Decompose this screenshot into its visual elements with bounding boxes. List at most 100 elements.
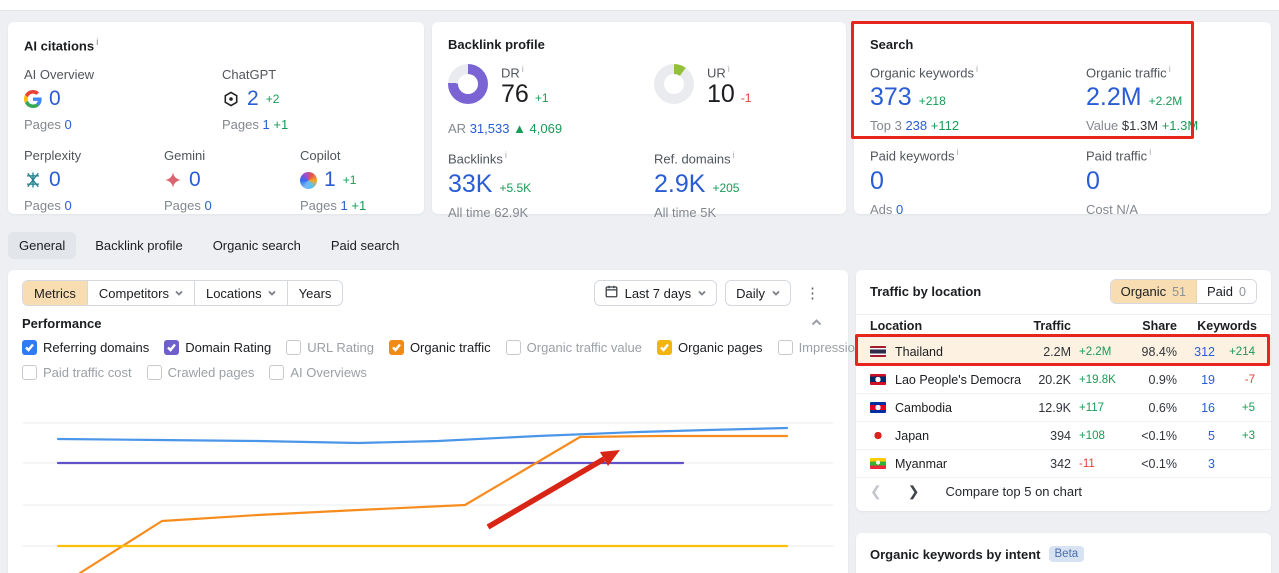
ai-citation-count[interactable]: 1 xyxy=(324,168,336,192)
ref-domains-block: Ref. domains i 2.9K +205 All time 5K xyxy=(654,150,830,219)
ahrefs-rank-value[interactable]: 31,533 xyxy=(469,121,510,137)
compare-top5-link[interactable]: Compare top 5 on chart xyxy=(945,484,1083,499)
metric-checkbox[interactable]: Organic traffic xyxy=(388,340,491,355)
metric-checkbox[interactable]: Paid traffic cost xyxy=(22,365,132,380)
performance-chart[interactable] xyxy=(8,395,848,573)
location-table-body: Thailand 2.2M +2.2M 98.4% 312 +214 Lao P… xyxy=(856,338,1271,478)
ai-citation-count[interactable]: 0 xyxy=(49,87,61,111)
paid-keywords-value[interactable]: 0 xyxy=(870,166,884,195)
collapse-section-button[interactable] xyxy=(811,316,822,331)
ref-domains-value[interactable]: 2.9K +205 xyxy=(654,169,740,198)
intent-card: Organic keywords by intent Beta xyxy=(856,533,1271,573)
ai-citation-item: Gemini 0 Pages 0 xyxy=(164,148,212,214)
backlinks-label: Backlinks i xyxy=(448,150,507,167)
ref-domains-label: Ref. domains i xyxy=(654,150,735,167)
paid-traffic-cost: Cost N/A xyxy=(1086,201,1139,217)
keywords-link[interactable]: 19 xyxy=(1201,372,1215,387)
tab-paid-search[interactable]: Paid search xyxy=(330,238,400,253)
checkbox-icon xyxy=(286,340,302,355)
keywords-link[interactable]: 5 xyxy=(1208,428,1215,443)
metric-checkbox[interactable]: Organic pages xyxy=(657,340,763,355)
keywords-link[interactable]: 312 xyxy=(1194,344,1215,359)
performance-section-title: Performance xyxy=(22,316,102,331)
metric-checkbox[interactable]: Impressions xyxy=(777,340,869,355)
location-table-row[interactable]: Japan 394 +108 <0.1% 5 +3 xyxy=(856,422,1271,450)
date-range-button[interactable]: Last 7 days xyxy=(593,280,718,306)
search-card: Search Organic keywords i 373 +218 Top 3 2… xyxy=(854,22,1271,217)
backlink-profile-title: Backlink profile xyxy=(448,37,545,52)
toggle-paid[interactable]: Paid 0 xyxy=(1197,280,1256,303)
metric-checkbox[interactable]: Crawled pages xyxy=(146,365,254,380)
metric-checkbox[interactable]: URL Rating xyxy=(286,340,374,355)
keywords-link[interactable]: 16 xyxy=(1201,400,1215,415)
organic-paid-toggle: Organic 51 Paid 0 xyxy=(1109,279,1257,304)
info-icon: i xyxy=(521,64,524,74)
metric-checkbox[interactable]: Referring domains xyxy=(22,340,149,355)
location-table-row[interactable]: Myanmar 342 -11 <0.1% 3 xyxy=(856,450,1271,478)
checkbox-icon xyxy=(505,340,521,355)
paid-traffic-value[interactable]: 0 xyxy=(1086,166,1100,195)
segment-locations[interactable]: Locations xyxy=(193,281,287,305)
paid-count: 0 xyxy=(1239,284,1246,299)
ur-donut-chart xyxy=(654,64,694,104)
next-page-icon[interactable]: ❯ xyxy=(907,483,920,499)
copilot-icon xyxy=(300,171,317,189)
toggle-organic[interactable]: Organic 51 xyxy=(1110,280,1198,303)
info-icon: i xyxy=(976,64,979,74)
more-options-button[interactable]: ⋮ xyxy=(805,285,820,302)
paid-keywords-block: Paid keywords i 0 Ads 0 xyxy=(870,147,1086,216)
metric-checkbox[interactable]: Domain Rating xyxy=(164,340,271,355)
info-icon: i xyxy=(96,37,99,47)
info-icon: i xyxy=(956,147,959,158)
checkbox-icon xyxy=(22,340,37,355)
info-icon: i xyxy=(727,64,730,74)
checkbox-icon xyxy=(777,340,793,355)
tab-backlink-profile[interactable]: Backlink profile xyxy=(95,238,183,253)
tab-organic-search[interactable]: Organic search xyxy=(212,238,301,253)
ai-citation-item: ChatGPT 2 +2 Pages 1 +1 xyxy=(222,67,289,133)
search-title: Search xyxy=(870,37,914,52)
metric-checkbox[interactable]: Organic traffic value xyxy=(505,340,642,355)
date-range-label: Last 7 days xyxy=(624,285,692,301)
ai-citation-count[interactable]: 0 xyxy=(189,168,201,192)
location-table-row[interactable]: Thailand 2.2M +2.2M 98.4% 312 +214 xyxy=(856,338,1271,366)
col-location: Location xyxy=(870,319,923,333)
performance-card: Metrics Competitors Locations Years Last… xyxy=(8,270,966,573)
col-share: Share xyxy=(1142,319,1177,333)
segment-metrics[interactable]: Metrics xyxy=(23,281,87,305)
location-table-header: Location Traffic Share Keywords xyxy=(856,314,1271,338)
segment-years[interactable]: Years xyxy=(286,281,343,305)
location-table-row[interactable]: Cambodia 12.9K +117 0.6% 16 +5 xyxy=(856,394,1271,422)
ahrefs-rank-line: AR 31,533 ▲ 4,069 xyxy=(448,121,563,137)
backlinks-block: Backlinks i 33K +5.5K All time 62.9K xyxy=(448,150,654,219)
col-traffic: Traffic xyxy=(1033,319,1071,333)
paid-keywords-label: Paid keywords i xyxy=(870,147,959,164)
organic-count: 51 xyxy=(1172,284,1187,299)
tab-general[interactable]: General xyxy=(8,232,77,259)
paid-traffic-label: Paid traffic i xyxy=(1086,147,1152,164)
prev-page-icon[interactable]: ❮ xyxy=(870,483,882,499)
ur-delta: -1 xyxy=(740,91,752,106)
keywords-link[interactable]: 3 xyxy=(1208,456,1215,471)
ai-citation-item: Perplexity 0 Pages 0 xyxy=(24,148,82,214)
ai-citation-count[interactable]: 0 xyxy=(49,168,61,192)
red-arrow-annotation xyxy=(486,456,606,530)
organic-traffic-block: Organic traffic i 2.2M +2.2M Value $1.3M +… xyxy=(1086,64,1255,133)
backlinks-value[interactable]: 33K +5.5K xyxy=(448,169,532,198)
segment-competitors[interactable]: Competitors xyxy=(86,281,194,305)
ref-domains-alltime: All time 5K xyxy=(654,204,717,220)
dr-block: DR i 76 +1 xyxy=(448,64,654,109)
organic-keywords-label: Organic keywords i xyxy=(870,64,979,81)
view-segment-group: Metrics Competitors Locations Years xyxy=(22,280,344,306)
top-strip xyxy=(0,0,1279,11)
organic-keywords-value[interactable]: 373 +218 xyxy=(870,83,946,112)
granularity-button[interactable]: Daily xyxy=(725,280,791,306)
section-tabbar: General Backlink profile Organic search … xyxy=(8,232,411,259)
organic-traffic-value[interactable]: 2.2M +2.2M xyxy=(1086,83,1183,112)
backlink-profile-card: Backlink profile DR i 76 +1 UR i 10 -1 AR 31… xyxy=(432,22,846,220)
location-table-row[interactable]: Lao People's Democratic Reput 20.2K +19.… xyxy=(856,366,1271,394)
ai-row-2: Perplexity 0 Pages 0 Gemini 0 Pages 0 Co… xyxy=(24,148,408,213)
metric-checkbox[interactable]: AI Overviews xyxy=(269,365,367,380)
ai-citation-count[interactable]: 2 xyxy=(247,87,259,111)
gemini-icon xyxy=(164,171,182,189)
